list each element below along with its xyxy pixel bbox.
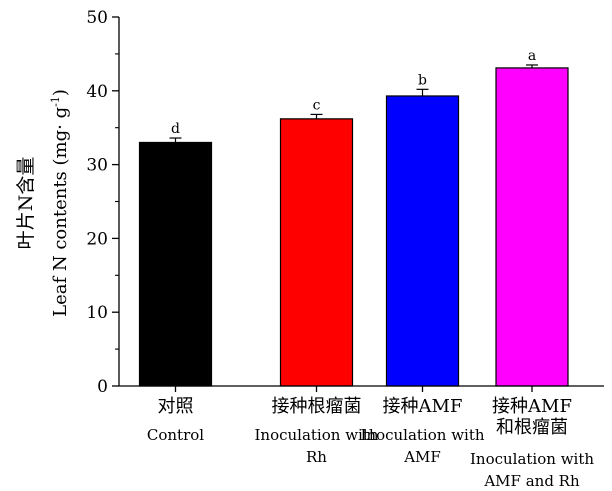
bar-1 — [138, 141, 213, 387]
x-category-label-2: 接种根瘤菌 Inoculation with Rh — [254, 396, 378, 466]
error-bar-1 — [169, 137, 182, 143]
x-category-label-en: Control — [147, 426, 204, 444]
y-axis-label-zh: 叶片N含量 — [15, 157, 37, 250]
y-tick-label: 50 — [86, 8, 108, 28]
x-category-label-en: AMF — [403, 448, 441, 466]
x-category-label-en: Inoculation with — [254, 426, 378, 444]
y-tick-label: 10 — [86, 303, 108, 323]
x-category-label-1: 对照 Control — [147, 396, 204, 444]
y-axis-label-en-close: ) — [50, 89, 71, 96]
significance-label-3: b — [418, 72, 427, 88]
y-tick-label: 40 — [86, 82, 108, 102]
x-category-label-zh: 接种AMF — [383, 396, 463, 417]
y-axis-label: 叶片N含量 Leaf N contents (mg· g-1) — [15, 89, 71, 317]
x-category-label-en: Inoculation with — [470, 450, 594, 468]
bar-4 — [495, 67, 569, 387]
x-category-label-en: AMF and Rh — [483, 472, 580, 490]
bar-3 — [385, 95, 460, 387]
x-category-label-zh: 接种AMF — [492, 396, 572, 417]
x-category-label-zh: 对照 — [158, 396, 194, 417]
y-axis-label-en-main: Leaf N contents (mg — [50, 130, 71, 317]
y-axis-label-en-g: g — [50, 107, 71, 124]
y-tick-label: 30 — [86, 156, 108, 176]
significance-label-2: c — [313, 97, 321, 113]
significance-label-1: d — [171, 121, 180, 137]
error-bar-3 — [416, 88, 429, 96]
y-axis-label-en: Leaf N contents (mg· g-1) — [49, 89, 71, 317]
x-category-label-en: Rh — [306, 448, 327, 466]
error-bar-2 — [310, 113, 323, 119]
y-tick-label: 0 — [97, 377, 108, 397]
error-bar-4 — [526, 64, 538, 68]
bar-2 — [279, 118, 354, 387]
y-axis-label-en-dot: · — [50, 124, 71, 130]
x-category-label-zh: 接种根瘤菌 — [272, 396, 362, 417]
x-category-label-3: 接种AMF Inoculation with AMF — [360, 396, 484, 466]
y-tick-label: 20 — [86, 229, 108, 249]
y-axis-label-en-sup: -1 — [49, 96, 62, 107]
significance-label-4: a — [528, 48, 536, 64]
x-category-label-en: Inoculation with — [360, 426, 484, 444]
x-category-label-zh: 和根瘤菌 — [496, 417, 568, 438]
